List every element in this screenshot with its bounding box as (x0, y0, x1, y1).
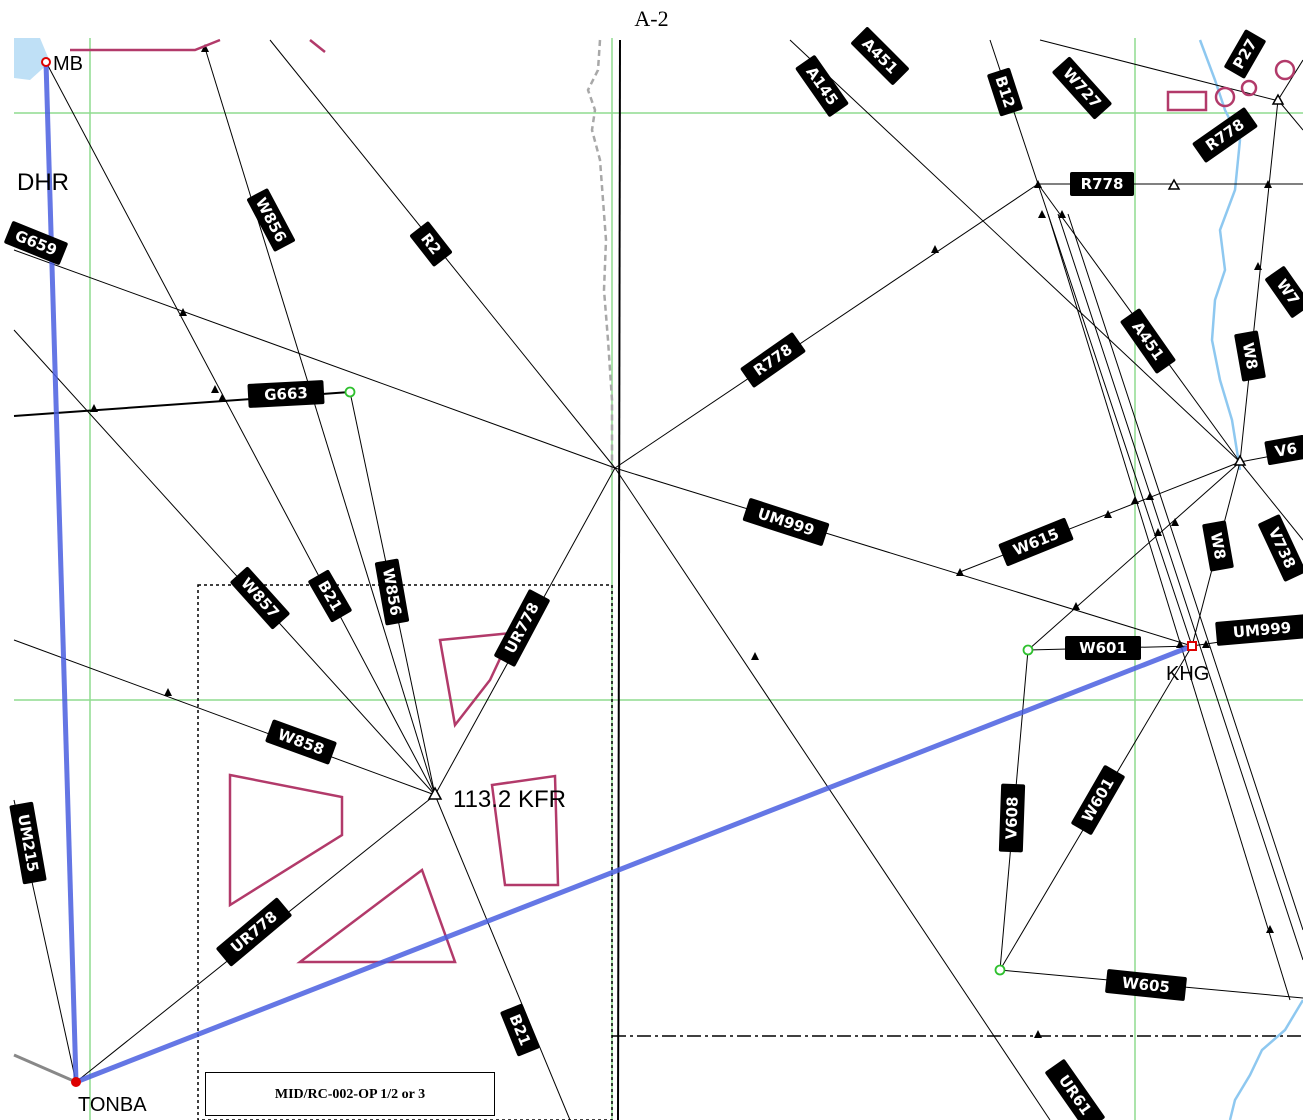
kfr-vor-icon (427, 786, 443, 800)
vor-icon (1233, 454, 1247, 466)
route-label-v608: V608 (1002, 796, 1021, 840)
navaids (41, 57, 1285, 1087)
khg-navaid-icon (1187, 641, 1197, 651)
route-label-w8-a: W8 (1239, 341, 1261, 371)
route-label-w856-b: W856 (379, 567, 405, 617)
page-title: A-2 (634, 6, 669, 31)
place-khg: KHG (1166, 663, 1209, 685)
highlight-route (43, 61, 1193, 1085)
place-dhr: DHR (17, 169, 69, 196)
vor-icon (1167, 178, 1181, 190)
place-mb: MB (53, 53, 83, 75)
restricted-areas (70, 38, 1296, 964)
route-label-g663: G663 (264, 384, 309, 404)
mb-navaid-icon (41, 57, 51, 67)
vor-icon (1271, 93, 1285, 105)
river-south (1228, 999, 1303, 1120)
route-label-um999-b: UM999 (1232, 618, 1292, 641)
route-label-ur778-b: UR778 (227, 907, 281, 956)
route-label-w601-a: W601 (1079, 639, 1127, 657)
route-label-r778-a: R778 (1081, 175, 1124, 193)
route-labels: G659 W856 R2 G663 W857 B21 W856 UR778 W8… (4, 27, 1303, 1120)
reporting-points (90, 44, 1274, 1038)
tonba-approach (13, 1053, 77, 1084)
route-label-w8-b: W8 (1207, 531, 1229, 561)
route-label-w605: W605 (1121, 974, 1170, 997)
route-label-v6: V6 (1274, 439, 1299, 461)
fix-icon (1022, 644, 1034, 656)
place-tonba: TONBA (78, 1094, 147, 1116)
fix-icon (994, 964, 1006, 976)
tonba-navaid-icon (71, 1077, 81, 1087)
chart-reference-box: MID/RC-002-OP 1/2 or 3 (205, 1072, 495, 1116)
boundary-lines (197, 39, 1303, 1120)
place-kfr: 113.2 KFR (453, 786, 566, 813)
airways (13, 39, 1303, 1120)
water-area (14, 38, 50, 80)
grid-lines (14, 38, 1303, 1120)
fix-icon (344, 386, 356, 398)
